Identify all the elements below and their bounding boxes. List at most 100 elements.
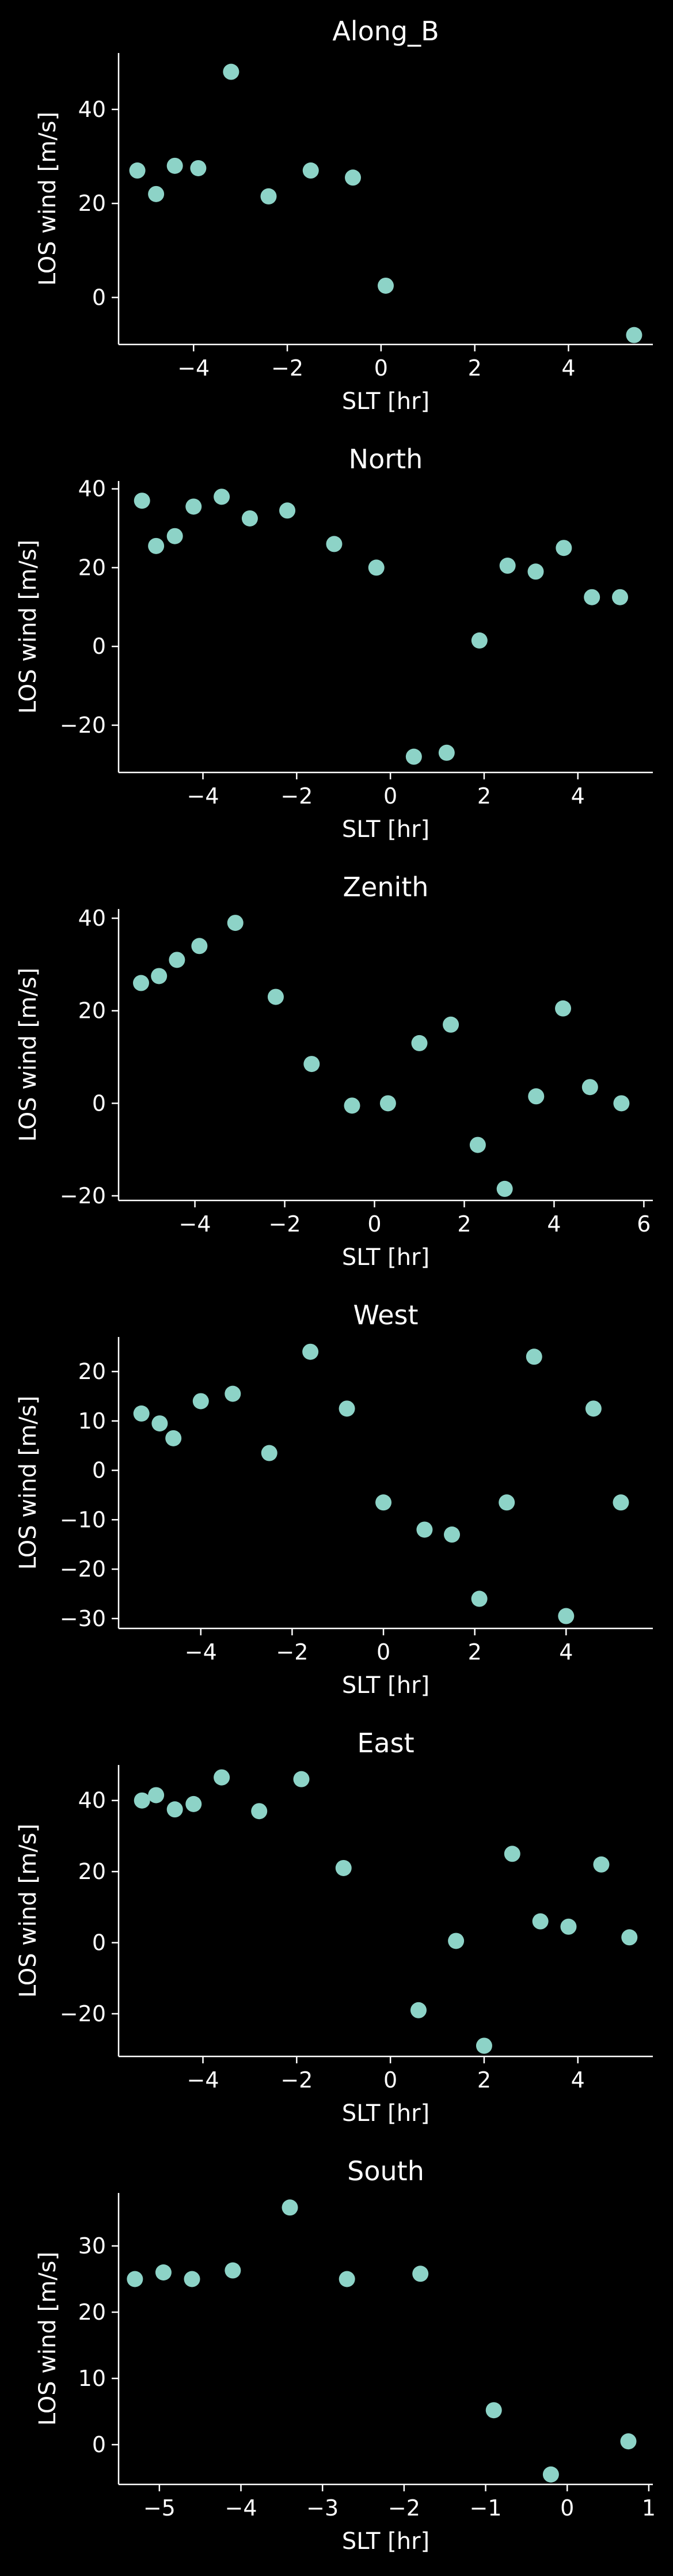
- data-point: [555, 1000, 572, 1017]
- data-point: [335, 1859, 352, 1876]
- data-point: [613, 1494, 629, 1511]
- x-axis-label: SLT [hr]: [342, 1672, 429, 1699]
- data-point: [192, 1393, 209, 1410]
- data-point: [190, 160, 207, 176]
- x-tick-label: 2: [457, 1211, 471, 1237]
- y-tick-label: −30: [60, 1606, 106, 1631]
- y-tick-label: 40: [78, 1788, 106, 1813]
- y-tick-label: −20: [60, 1556, 106, 1582]
- y-tick-label: −20: [60, 2001, 106, 2026]
- data-point: [499, 558, 516, 574]
- data-point: [165, 1430, 182, 1446]
- data-point: [127, 2271, 143, 2287]
- y-tick-label: 0: [92, 285, 106, 310]
- data-point: [282, 2199, 298, 2216]
- data-point: [251, 1803, 268, 1820]
- x-tick-label: 4: [561, 355, 575, 381]
- data-point: [469, 1137, 486, 1153]
- data-point: [134, 1792, 150, 1809]
- data-point: [185, 1795, 202, 1812]
- x-tick-label: 2: [468, 355, 482, 381]
- data-point: [368, 559, 385, 576]
- data-point: [184, 2271, 200, 2287]
- x-tick-label: −4: [185, 1639, 217, 1665]
- data-point: [166, 157, 183, 174]
- data-point: [148, 537, 165, 554]
- data-point: [227, 915, 244, 931]
- data-point: [626, 327, 642, 343]
- data-point: [223, 63, 239, 80]
- x-tick-label: 4: [559, 1639, 573, 1665]
- chart-title: West: [353, 1300, 418, 1331]
- data-point: [339, 1400, 355, 1417]
- data-point: [504, 1846, 520, 1862]
- x-axis-label: SLT [hr]: [342, 1244, 429, 1271]
- y-tick-label: 10: [78, 1408, 106, 1434]
- y-tick-label: 0: [92, 1090, 106, 1116]
- data-point: [379, 1095, 396, 1112]
- x-tick-label: 4: [547, 1211, 561, 1237]
- y-tick-label: 20: [78, 2300, 106, 2325]
- x-tick-label: −2: [276, 1639, 308, 1665]
- data-point: [560, 1918, 577, 1935]
- y-tick-label: −20: [60, 1183, 106, 1209]
- x-tick-label: 0: [383, 783, 397, 809]
- data-point: [132, 975, 149, 991]
- data-point: [241, 510, 258, 526]
- data-point: [148, 185, 165, 202]
- data-point: [621, 1929, 638, 1946]
- data-point: [558, 1608, 575, 1624]
- y-tick-label: 20: [78, 555, 106, 580]
- chart-title: North: [349, 444, 423, 475]
- y-tick-label: 20: [78, 1859, 106, 1884]
- data-point: [448, 1933, 465, 1949]
- data-point: [133, 1405, 150, 1422]
- x-axis-label: SLT [hr]: [342, 388, 429, 415]
- x-tick-label: −2: [280, 2067, 313, 2093]
- data-point: [412, 2266, 429, 2282]
- y-tick-label: 20: [78, 191, 106, 216]
- data-point: [581, 1079, 598, 1096]
- data-point: [496, 1180, 513, 1197]
- x-tick-label: −3: [306, 2495, 339, 2521]
- data-point: [527, 563, 544, 580]
- data-point: [471, 632, 488, 649]
- data-point: [279, 502, 296, 519]
- x-tick-label: 2: [477, 783, 491, 809]
- data-point: [260, 188, 277, 204]
- y-tick-label: 30: [78, 2233, 106, 2259]
- data-point: [405, 748, 422, 765]
- x-tick-label: 4: [571, 783, 585, 809]
- data-point: [303, 1056, 320, 1073]
- y-tick-label: 20: [78, 998, 106, 1024]
- data-point: [166, 528, 183, 544]
- x-axis-label: SLT [hr]: [342, 2528, 429, 2555]
- data-point: [148, 1787, 165, 1804]
- y-axis-label: LOS wind [m/s]: [35, 112, 61, 286]
- x-tick-label: 2: [477, 2067, 491, 2093]
- data-point: [166, 1801, 183, 1818]
- data-point: [339, 2271, 355, 2287]
- x-tick-label: −4: [179, 1211, 211, 1237]
- data-point: [151, 1415, 168, 1432]
- x-tick-label: 6: [637, 1211, 651, 1237]
- y-tick-label: 40: [78, 906, 106, 931]
- x-tick-label: 0: [560, 2495, 574, 2521]
- data-point: [471, 1590, 488, 1607]
- x-tick-label: 0: [377, 1639, 390, 1665]
- data-point: [191, 938, 208, 954]
- x-axis-label: SLT [hr]: [342, 816, 429, 843]
- data-point: [151, 968, 168, 984]
- x-tick-label: −1: [470, 2495, 502, 2521]
- chart-title: East: [357, 1728, 414, 1759]
- data-point: [526, 1348, 542, 1365]
- data-point: [444, 1526, 461, 1543]
- data-point: [438, 744, 455, 761]
- data-point: [532, 1913, 549, 1930]
- data-point: [134, 493, 150, 509]
- data-point: [378, 277, 394, 294]
